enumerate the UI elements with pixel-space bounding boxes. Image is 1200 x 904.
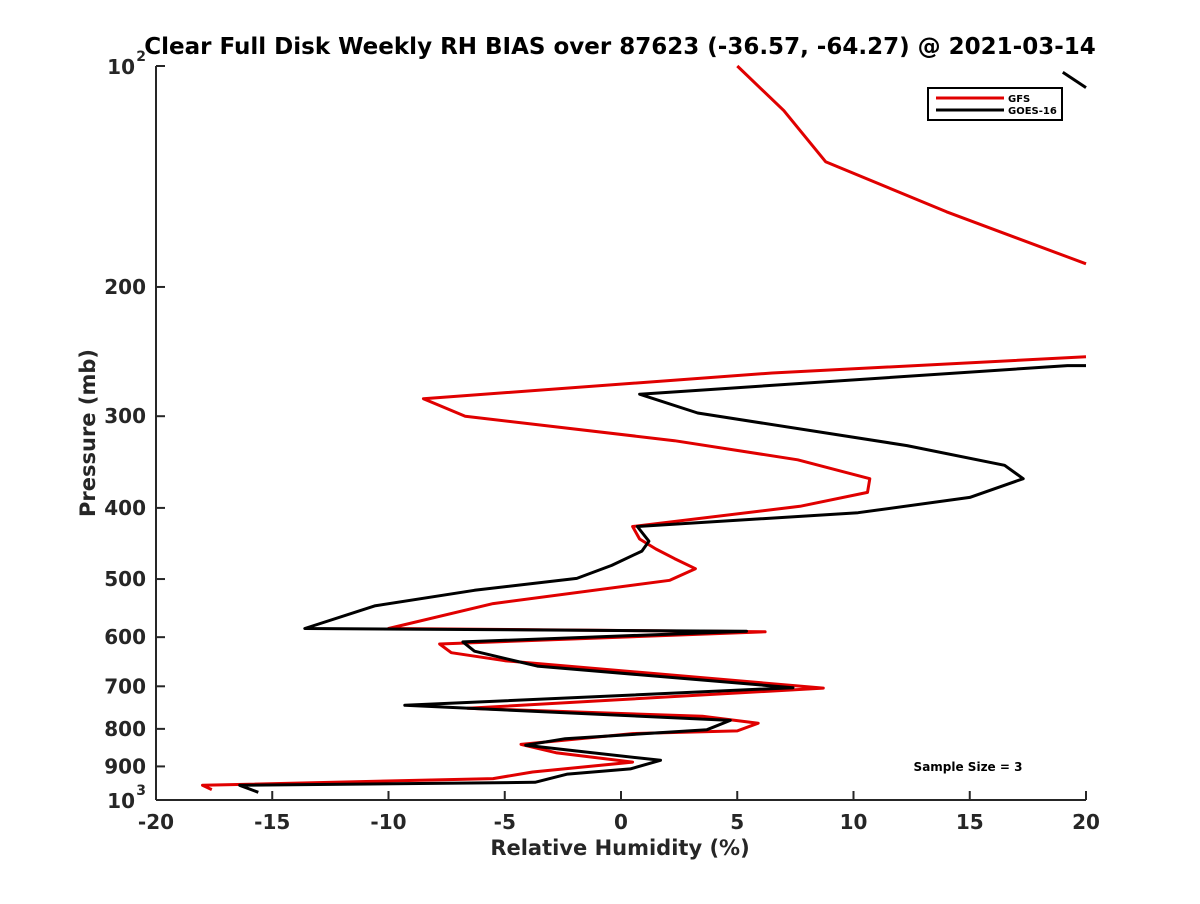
y-tick-label: 500 — [104, 567, 146, 591]
x-tick-label: 10 — [840, 810, 868, 834]
axes: -20 -15 -10 -5 0 5 10 15 20210200300400500600700… — [104, 49, 1100, 834]
sample-size-annotation: Sample Size = 3 — [914, 760, 1023, 774]
chart-title: Clear Full Disk Weekly RH BIAS over 8762… — [144, 34, 1096, 60]
y-tick-label: 10 — [107, 789, 135, 813]
series-line-goes-16 — [238, 364, 1086, 794]
x-tick-label: 20 — [1072, 810, 1100, 834]
y-tick-label: 600 — [104, 625, 146, 649]
x-tick-label: -10 — [370, 810, 406, 834]
y-tick-label: 400 — [104, 496, 146, 520]
series-line-gfs — [736, 64, 1087, 266]
y-tick-label: 300 — [104, 404, 146, 428]
series-line-goes-16 — [1061, 71, 1087, 89]
legend-box — [927, 87, 1063, 121]
y-tick-label: 10 — [107, 55, 135, 79]
series-line-gfs — [201, 355, 1087, 791]
y-tick-label: 800 — [104, 717, 146, 741]
x-tick-label: -15 — [254, 810, 290, 834]
x-tick-label: -20 — [138, 810, 174, 834]
y-tick-exponent: 2 — [136, 49, 146, 65]
y-tick-label: 900 — [104, 754, 146, 778]
y-axis-label: Pressure (mb) — [76, 349, 100, 517]
legend-label: GFS — [1008, 94, 1030, 105]
x-axis-label: Relative Humidity (%) — [490, 836, 749, 860]
y-tick-exponent: 3 — [136, 783, 146, 799]
y-tick-label: 700 — [104, 674, 146, 698]
legend-label: GOES-16 — [1008, 106, 1057, 117]
x-tick-label: 15 — [956, 810, 984, 834]
x-tick-label: 0 — [614, 810, 628, 834]
x-tick-label: -5 — [494, 810, 516, 834]
y-tick-label: 200 — [104, 275, 146, 299]
x-tick-label: 5 — [730, 810, 744, 834]
plot-series — [201, 64, 1087, 794]
